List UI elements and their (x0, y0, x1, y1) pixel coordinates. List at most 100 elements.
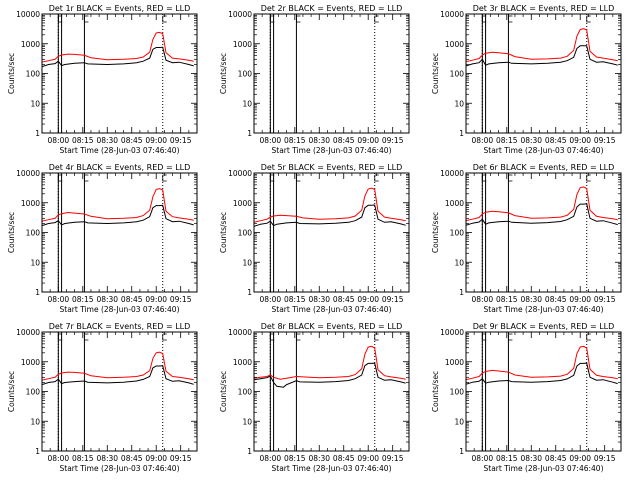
det-7-y-tick-label: 10 (30, 417, 40, 426)
det-6-bracket-1 (508, 174, 513, 182)
det-2-x-tick-label: 09:15 (382, 136, 404, 145)
det-2-x-tick-label: 09:00 (357, 136, 379, 145)
det-2-title: Det 2r BLACK = Events, RED = LLD (261, 4, 403, 13)
det-3-y-tick-label: 1 (459, 129, 464, 138)
det-6-black-series-line (466, 203, 618, 226)
det-3-x-tick-label: 08:30 (520, 136, 542, 145)
det-8-y-tick-label: 1 (247, 447, 252, 456)
det-4-bracket-1 (84, 174, 89, 182)
det-3-bracket-2 (586, 15, 591, 23)
det-7-x-tick-label: 08:30 (96, 454, 118, 463)
det-9-x-tick-label: 09:15 (594, 454, 616, 463)
det-1-black-series-line (42, 46, 194, 68)
det-6-panel: 1 10 100 1000 10000 08:00 08:15 08:30 08:45 09:00… (431, 163, 622, 314)
det-6-y-axis-label: Counts/sec (431, 212, 440, 253)
det-9-plot-frame (465, 331, 622, 452)
det-4-y-tick-label: 1 (35, 288, 40, 297)
det-6-y-tick-label: 10000 (440, 169, 464, 178)
det-1-x-tick-label: 09:15 (170, 136, 192, 145)
det-3-red-series-line (466, 28, 618, 63)
det-5-x-axis-label: Start Time (28-Jun-03 07:46:40) (272, 305, 392, 314)
det-8-y-tick-label: 10 (242, 417, 252, 426)
det-3-y-tick-label: 100 (450, 70, 465, 79)
det-5-x-tick-label: 08:30 (308, 295, 330, 304)
det-2-plot-frame (253, 13, 410, 134)
det-8-x-tick-label: 09:00 (357, 454, 379, 463)
det-8-bracket-2 (374, 333, 379, 341)
det-9-x-tick-label: 09:00 (569, 454, 591, 463)
det-8-red-series-line (254, 345, 406, 380)
det-3-title: Det 3r BLACK = Events, RED = LLD (473, 4, 615, 13)
det-3-x-axis-label: Start Time (28-Jun-03 07:46:40) (484, 146, 604, 155)
det-8-plot-frame (253, 331, 410, 452)
det-6-x-tick-label: 09:00 (569, 295, 591, 304)
det-2-y-tick-label: 10000 (228, 10, 252, 19)
det-4-y-axis-label: Counts/sec (7, 212, 16, 253)
det-1-bracket-2 (162, 15, 167, 23)
det-2-y-tick-label: 10 (242, 99, 252, 108)
det-4-title: Det 4r BLACK = Events, RED = LLD (49, 163, 191, 172)
det-1-x-tick-label: 09:00 (145, 136, 167, 145)
det-7-y-tick-label: 1000 (21, 358, 40, 367)
det-6-y-tick-label: 100 (450, 229, 465, 238)
det-8-x-axis-label: Start Time (28-Jun-03 07:46:40) (272, 464, 392, 473)
det-4-bracket-2 (162, 174, 167, 182)
det-2-x-tick-label: 08:30 (308, 136, 330, 145)
det-9-y-tick-label: 100 (450, 388, 465, 397)
det-4-y-tick-label: 10 (30, 258, 40, 267)
det-3-y-axis-label: Counts/sec (431, 53, 440, 94)
det-4-x-tick-label: 08:15 (72, 295, 94, 304)
det-9-x-tick-label: 08:45 (545, 454, 567, 463)
det-8-black-series-line (254, 362, 406, 388)
det-5-panel: 1 10 100 1000 10000 08:00 08:15 08:30 08:45 09:00… (219, 163, 410, 314)
det-6-title: Det 6r BLACK = Events, RED = LLD (473, 163, 615, 172)
det-4-x-tick-label: 08:00 (48, 295, 70, 304)
det-7-x-tick-label: 09:15 (170, 454, 192, 463)
det-9-y-axis-label: Counts/sec (431, 371, 440, 412)
det-9-bracket-2 (586, 333, 591, 341)
det-1-panel: 1 10 100 1000 10000 08:00 08:15 08:30 08:45 09:00… (7, 4, 198, 155)
det-1-y-tick-label: 1 (35, 129, 40, 138)
det-9-y-tick-label: 10 (454, 417, 464, 426)
det-5-black-series-line (254, 204, 406, 227)
det-6-x-tick-label: 09:15 (594, 295, 616, 304)
det-9-y-tick-label: 10000 (440, 328, 464, 337)
det-6-y-tick-label: 1 (459, 288, 464, 297)
det-5-y-tick-label: 100 (238, 229, 253, 238)
det-6-x-tick-label: 08:15 (496, 295, 518, 304)
det-7-bracket-2 (162, 333, 167, 341)
det-4-x-tick-label: 08:30 (96, 295, 118, 304)
det-4-y-tick-label: 10000 (16, 169, 40, 178)
det-5-x-tick-label: 09:00 (357, 295, 379, 304)
det-1-x-tick-label: 08:00 (48, 136, 70, 145)
det-7-y-tick-label: 10000 (16, 328, 40, 337)
det-6-x-tick-label: 08:00 (472, 295, 494, 304)
det-8-x-tick-label: 08:15 (284, 454, 306, 463)
det-3-y-tick-label: 10 (454, 99, 464, 108)
det-2-y-tick-label: 100 (238, 70, 253, 79)
det-2-x-axis-label: Start Time (28-Jun-03 07:46:40) (272, 146, 392, 155)
det-6-red-series-line (466, 186, 618, 222)
det-2-panel: 1 10 100 1000 10000 08:00 08:15 08:30 08:45 09:00… (219, 4, 410, 155)
det-4-panel: 1 10 100 1000 10000 08:00 08:15 08:30 08:45 09:00… (7, 163, 198, 314)
det-9-bracket-1 (508, 333, 513, 341)
det-5-y-tick-label: 10 (242, 258, 252, 267)
det-3-x-tick-label: 08:15 (496, 136, 518, 145)
det-7-x-tick-label: 08:00 (48, 454, 70, 463)
det-9-title: Det 9r BLACK = Events, RED = LLD (473, 322, 615, 331)
det-4-y-tick-label: 1000 (21, 199, 40, 208)
det-3-panel: 1 10 100 1000 10000 08:00 08:15 08:30 08:45 09:00… (431, 4, 622, 155)
det-7-x-tick-label: 08:45 (121, 454, 143, 463)
det-5-y-tick-label: 1000 (233, 199, 252, 208)
det-9-x-tick-label: 08:15 (496, 454, 518, 463)
det-1-plot-frame (41, 13, 198, 134)
det-5-x-tick-label: 08:00 (260, 295, 282, 304)
det-9-red-series-line (466, 345, 618, 381)
det-1-y-tick-label: 100 (26, 70, 41, 79)
det-3-x-tick-label: 09:15 (594, 136, 616, 145)
det-8-x-tick-label: 08:00 (260, 454, 282, 463)
det-5-y-axis-label: Counts/sec (219, 212, 228, 253)
det-7-plot-frame (41, 331, 198, 452)
det-1-x-axis-label: Start Time (28-Jun-03 07:46:40) (60, 146, 180, 155)
det-4-x-tick-label: 09:00 (145, 295, 167, 304)
